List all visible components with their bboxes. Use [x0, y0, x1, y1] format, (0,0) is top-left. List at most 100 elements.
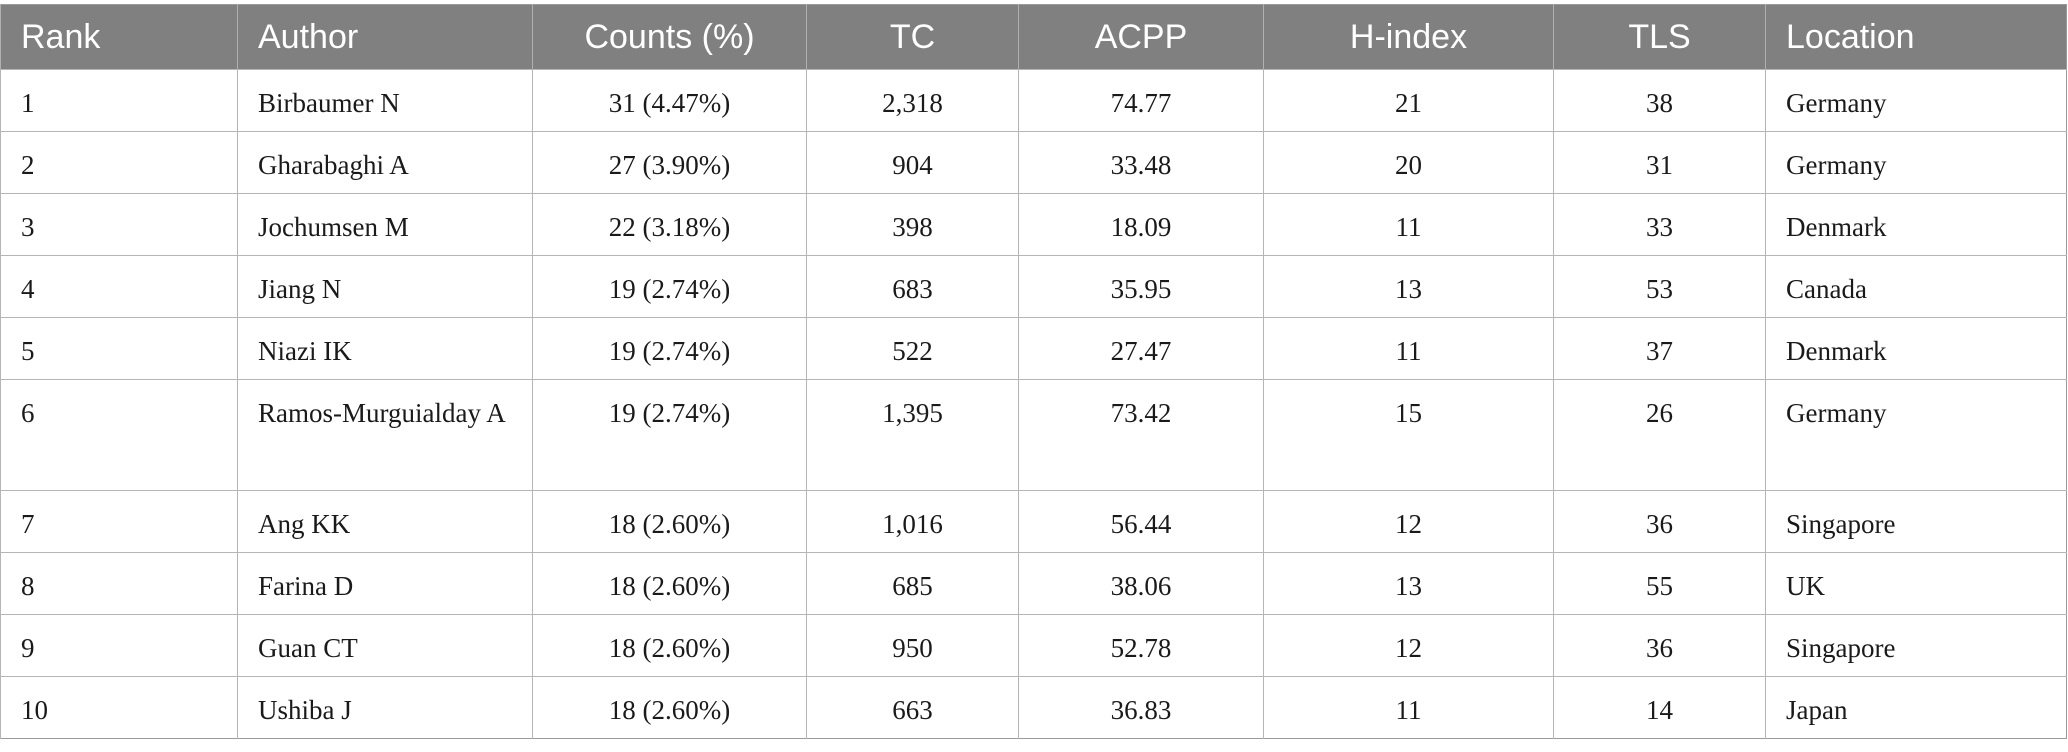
- cell-tls: 36: [1553, 490, 1766, 553]
- cell-author: Farina D: [237, 552, 533, 615]
- cell-tls: 55: [1553, 552, 1766, 615]
- cell-tc: 398: [806, 193, 1019, 256]
- cell-counts: 22 (3.18%): [532, 193, 807, 256]
- cell-acpp: 18.09: [1018, 193, 1264, 256]
- cell-counts: 18 (2.60%): [532, 552, 807, 615]
- table-body: 1 Birbaumer N 31 (4.47%) 2,318 74.77 21 …: [0, 69, 2067, 739]
- cell-tls: 26: [1553, 379, 1766, 491]
- cell-tls: 33: [1553, 193, 1766, 256]
- cell-location: Canada: [1765, 255, 2067, 318]
- header-tc: TC: [806, 4, 1019, 70]
- cell-author: Birbaumer N: [237, 69, 533, 132]
- cell-tc: 683: [806, 255, 1019, 318]
- cell-acpp: 73.42: [1018, 379, 1264, 491]
- cell-rank: 9: [0, 614, 238, 677]
- cell-rank: 1: [0, 69, 238, 132]
- cell-tc: 522: [806, 317, 1019, 380]
- cell-rank: 3: [0, 193, 238, 256]
- cell-h-index: 11: [1263, 317, 1554, 380]
- cell-counts: 18 (2.60%): [532, 490, 807, 553]
- cell-rank: 10: [0, 676, 238, 739]
- cell-author: Niazi IK: [237, 317, 533, 380]
- author-table: Rank Author Counts (%) TC ACPP H-index T…: [0, 4, 2067, 739]
- cell-tc: 685: [806, 552, 1019, 615]
- cell-counts: 19 (2.74%): [532, 255, 807, 318]
- cell-counts: 19 (2.74%): [532, 317, 807, 380]
- cell-acpp: 38.06: [1018, 552, 1264, 615]
- header-row: Rank Author Counts (%) TC ACPP H-index T…: [0, 4, 2067, 70]
- cell-location: Japan: [1765, 676, 2067, 739]
- cell-author: Jiang N: [237, 255, 533, 318]
- cell-location: Germany: [1765, 69, 2067, 132]
- table-row: 1 Birbaumer N 31 (4.47%) 2,318 74.77 21 …: [0, 69, 2067, 132]
- cell-acpp: 27.47: [1018, 317, 1264, 380]
- cell-tc: 1,395: [806, 379, 1019, 491]
- cell-h-index: 21: [1263, 69, 1554, 132]
- cell-tls: 36: [1553, 614, 1766, 677]
- cell-counts: 19 (2.74%): [532, 379, 807, 491]
- cell-h-index: 12: [1263, 614, 1554, 677]
- table-row: 3 Jochumsen M 22 (3.18%) 398 18.09 11 33…: [0, 193, 2067, 256]
- table-row: 9 Guan CT 18 (2.60%) 950 52.78 12 36 Sin…: [0, 614, 2067, 677]
- cell-author: Ushiba J: [237, 676, 533, 739]
- cell-counts: 18 (2.60%): [532, 614, 807, 677]
- cell-acpp: 36.83: [1018, 676, 1264, 739]
- cell-tls: 14: [1553, 676, 1766, 739]
- cell-tc: 1,016: [806, 490, 1019, 553]
- cell-tc: 2,318: [806, 69, 1019, 132]
- cell-location: Denmark: [1765, 193, 2067, 256]
- header-location: Location: [1765, 4, 2067, 70]
- cell-h-index: 13: [1263, 255, 1554, 318]
- cell-h-index: 20: [1263, 131, 1554, 194]
- cell-tls: 37: [1553, 317, 1766, 380]
- table-row: 4 Jiang N 19 (2.74%) 683 35.95 13 53 Can…: [0, 255, 2067, 318]
- cell-tls: 31: [1553, 131, 1766, 194]
- cell-tls: 38: [1553, 69, 1766, 132]
- header-counts: Counts (%): [532, 4, 807, 70]
- header-rank: Rank: [0, 4, 238, 70]
- cell-rank: 2: [0, 131, 238, 194]
- cell-acpp: 56.44: [1018, 490, 1264, 553]
- cell-rank: 6: [0, 379, 238, 491]
- cell-rank: 8: [0, 552, 238, 615]
- cell-location: Denmark: [1765, 317, 2067, 380]
- cell-location: Germany: [1765, 379, 2067, 491]
- cell-acpp: 52.78: [1018, 614, 1264, 677]
- table-row: 8 Farina D 18 (2.60%) 685 38.06 13 55 UK: [0, 552, 2067, 615]
- cell-location: UK: [1765, 552, 2067, 615]
- cell-rank: 5: [0, 317, 238, 380]
- table-row: 5 Niazi IK 19 (2.74%) 522 27.47 11 37 De…: [0, 317, 2067, 380]
- cell-acpp: 33.48: [1018, 131, 1264, 194]
- cell-acpp: 35.95: [1018, 255, 1264, 318]
- header-h-index: H-index: [1263, 4, 1554, 70]
- cell-counts: 18 (2.60%): [532, 676, 807, 739]
- cell-author: Ang KK: [237, 490, 533, 553]
- cell-h-index: 11: [1263, 676, 1554, 739]
- cell-h-index: 15: [1263, 379, 1554, 491]
- cell-location: Singapore: [1765, 614, 2067, 677]
- table-row: 6 Ramos-Murguialday A 19 (2.74%) 1,395 7…: [0, 379, 2067, 491]
- table-row: 10 Ushiba J 18 (2.60%) 663 36.83 11 14 J…: [0, 676, 2067, 739]
- cell-h-index: 13: [1263, 552, 1554, 615]
- table-header: Rank Author Counts (%) TC ACPP H-index T…: [0, 4, 2067, 70]
- cell-acpp: 74.77: [1018, 69, 1264, 132]
- cell-location: Singapore: [1765, 490, 2067, 553]
- cell-location: Germany: [1765, 131, 2067, 194]
- cell-counts: 31 (4.47%): [532, 69, 807, 132]
- header-acpp: ACPP: [1018, 4, 1264, 70]
- header-author: Author: [237, 4, 533, 70]
- header-tls: TLS: [1553, 4, 1766, 70]
- cell-tls: 53: [1553, 255, 1766, 318]
- cell-tc: 950: [806, 614, 1019, 677]
- cell-author: Jochumsen M: [237, 193, 533, 256]
- cell-h-index: 11: [1263, 193, 1554, 256]
- cell-author: Guan CT: [237, 614, 533, 677]
- cell-h-index: 12: [1263, 490, 1554, 553]
- table-row: 2 Gharabaghi A 27 (3.90%) 904 33.48 20 3…: [0, 131, 2067, 194]
- cell-counts: 27 (3.90%): [532, 131, 807, 194]
- cell-rank: 7: [0, 490, 238, 553]
- cell-rank: 4: [0, 255, 238, 318]
- table-row: 7 Ang KK 18 (2.60%) 1,016 56.44 12 36 Si…: [0, 490, 2067, 553]
- cell-tc: 904: [806, 131, 1019, 194]
- cell-tc: 663: [806, 676, 1019, 739]
